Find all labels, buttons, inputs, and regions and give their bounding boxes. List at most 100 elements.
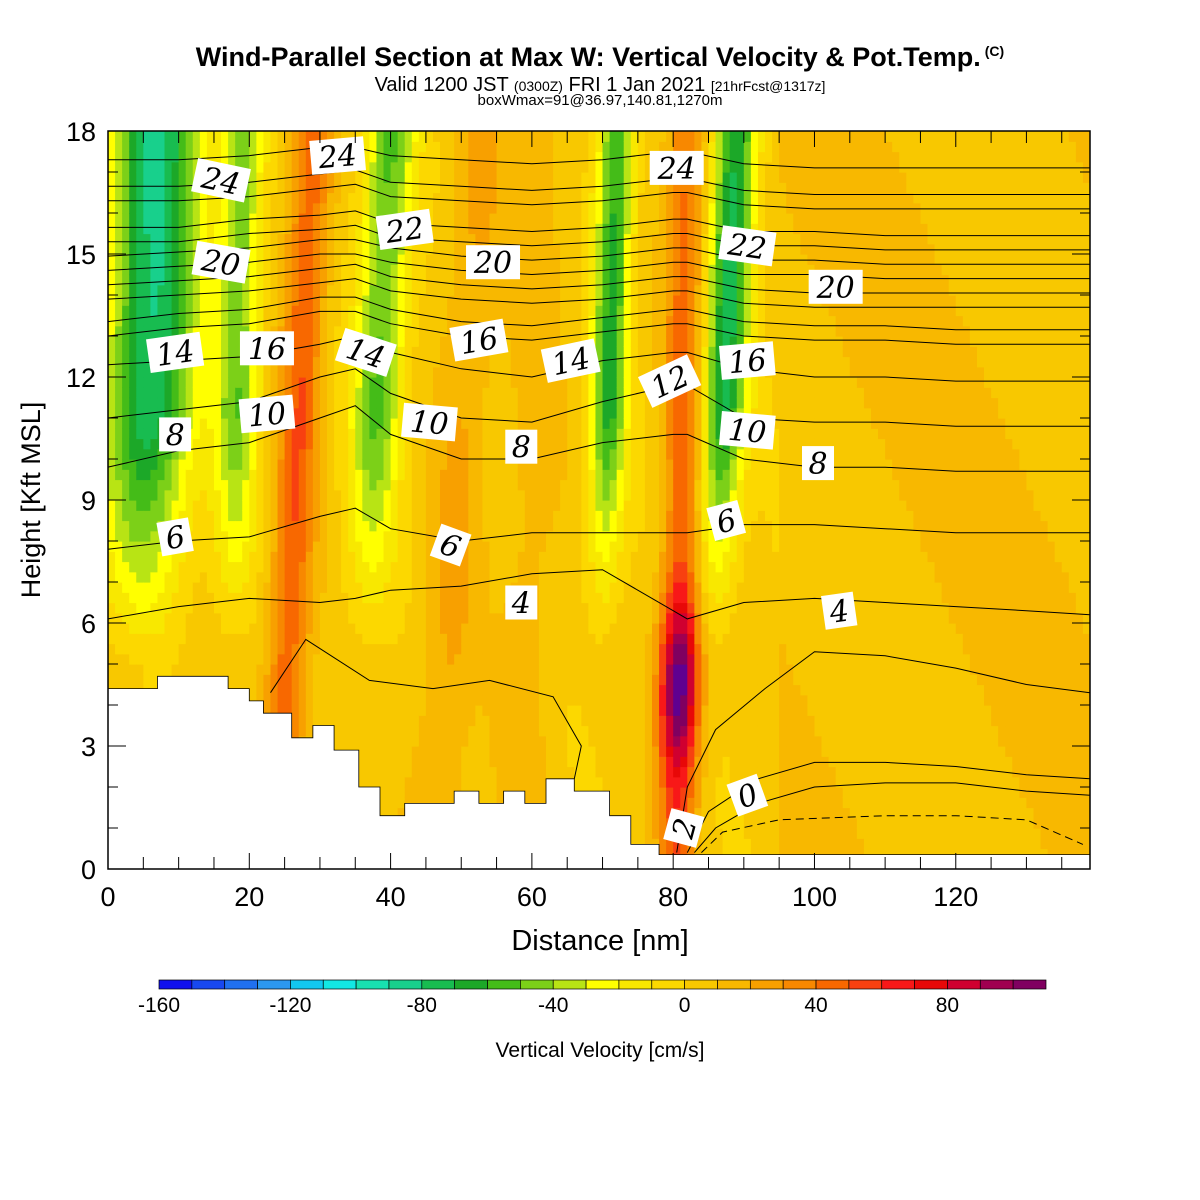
velocity-cell [327,192,335,204]
velocity-cell [298,469,307,481]
velocity-cell [538,705,547,716]
velocity-cell [270,541,279,552]
velocity-cell [213,664,222,675]
velocity-cell [312,254,321,265]
velocity-cell [489,295,498,306]
velocity-cell [122,479,130,491]
velocity-cell [334,520,342,532]
velocity-cell [305,213,314,224]
velocity-cell [192,592,201,604]
velocity-cell [553,438,561,450]
velocity-cell [256,315,265,327]
velocity-cell [475,776,484,788]
velocity-cell [517,377,526,388]
velocity-cell [567,407,575,419]
velocity-cell [143,664,151,675]
velocity-cell [432,530,441,542]
velocity-cell [312,274,321,286]
velocity-cell [560,694,568,706]
velocity-cell [334,653,342,665]
velocity-cell [461,213,469,224]
velocity-cell [348,264,356,276]
velocity-cell [277,428,286,440]
velocity-cell [475,151,484,163]
velocity-cell [228,202,236,214]
velocity-cell [171,233,180,245]
velocity-cell [475,131,484,142]
velocity-cell [341,448,349,460]
velocity-cell [341,254,349,265]
velocity-cell [411,715,420,727]
velocity-cell [588,602,597,614]
velocity-cell [143,592,151,604]
velocity-cell [115,274,123,286]
velocity-cell [334,551,342,563]
velocity-cell [531,756,540,768]
velocity-cell [178,489,187,501]
velocity-cell [284,664,293,675]
velocity-cell [192,192,201,204]
velocity-cell [263,643,272,655]
velocity-cell [143,489,151,501]
velocity-cell [383,725,392,737]
velocity-cell [482,612,491,624]
velocity-cell [510,131,519,142]
velocity-cell [150,223,159,235]
velocity-cell [164,366,173,378]
velocity-cell [291,469,300,481]
velocity-cell [432,192,441,204]
velocity-cell [348,633,356,645]
velocity-cell [425,582,434,593]
velocity-cell [348,192,356,204]
velocity-cell [206,623,215,634]
velocity-cell [213,448,222,460]
velocity-cell [432,356,441,368]
velocity-cell [228,674,236,686]
velocity-cell [228,356,236,368]
velocity-cell [319,254,328,265]
velocity-cell [157,223,166,235]
velocity-cell [546,295,554,306]
velocity-cell [206,592,215,604]
velocity-cell [546,643,554,655]
velocity-cell [390,694,399,706]
velocity-cell [348,448,356,460]
velocity-cell [588,479,597,491]
velocity-cell [461,448,469,460]
velocity-cell [538,356,547,368]
velocity-cell [397,459,406,470]
velocity-cell [122,325,130,337]
velocity-cell [235,233,243,245]
velocity-cell [249,633,257,645]
velocity-cell [369,254,378,265]
velocity-cell [334,407,342,419]
velocity-cell [228,500,236,511]
velocity-cell [524,489,533,501]
velocity-cell [376,602,385,614]
velocity-cell [277,623,286,634]
velocity-cell [369,243,378,255]
velocity-cell [164,623,173,634]
velocity-cell [348,715,356,727]
velocity-cell [425,715,434,727]
velocity-cell [270,233,279,245]
velocity-cell [468,356,476,368]
velocity-cell [503,684,512,696]
velocity-cell [291,305,300,317]
velocity-cell [489,448,498,460]
velocity-cell [284,325,293,337]
velocity-cell [524,735,533,747]
velocity-cell [305,202,314,214]
velocity-cell [404,141,413,153]
velocity-cell [143,623,151,634]
velocity-cell [432,561,441,573]
velocity-cell [567,295,575,306]
velocity-cell [454,243,462,255]
velocity-cell [150,182,159,194]
velocity-cell [546,428,554,440]
velocity-cell [122,407,130,419]
velocity-cell [503,325,512,337]
velocity-cell [270,448,279,460]
velocity-cell [291,489,300,501]
velocity-cell [242,325,250,337]
